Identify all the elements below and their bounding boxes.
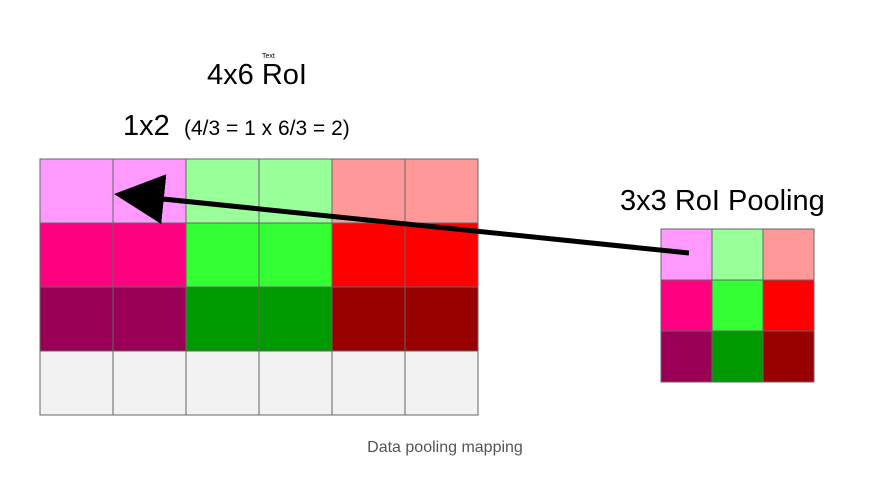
tiny-text-label: Text (262, 53, 275, 60)
mapping-arrow (114, 174, 690, 256)
roi-grid-cell (39, 222, 114, 288)
roi-grid-cell (331, 350, 406, 416)
pooling-title: 3x3 RoI Pooling (620, 185, 825, 217)
roi-grid-cell (39, 158, 114, 224)
roi-grid-cell (112, 158, 187, 224)
roi-grid-cell (331, 286, 406, 352)
roi-grid-cell (404, 286, 479, 352)
roi-grid-cell (112, 350, 187, 416)
pool-grid (660, 228, 815, 383)
diagram-caption: Data pooling mapping (367, 439, 523, 456)
roi-grid-cell (185, 222, 260, 288)
formula-main: 1x2 (123, 110, 170, 142)
pool-grid-cell (762, 279, 815, 332)
roi-title: 4x6 RoI (207, 59, 307, 91)
roi-grid-cell (39, 286, 114, 352)
formula-detail: (4/3 = 1 x 6/3 = 2) (184, 117, 350, 140)
roi-grid-cell (185, 158, 260, 224)
pool-grid-cell (660, 279, 713, 332)
pool-grid-cell (660, 330, 713, 383)
pool-grid-cell (711, 279, 764, 332)
roi-grid-cell (39, 350, 114, 416)
roi-grid-cell (404, 158, 479, 224)
roi-grid-cell (404, 222, 479, 288)
roi-grid-cell (185, 350, 260, 416)
pool-grid-cell (711, 228, 764, 281)
roi-grid-cell (258, 286, 333, 352)
roi-grid-cell (112, 222, 187, 288)
roi-grid-cell (185, 286, 260, 352)
roi-grid-cell (258, 350, 333, 416)
roi-grid-cell (331, 158, 406, 224)
roi-grid-cell (331, 222, 406, 288)
roi-grid (39, 158, 479, 416)
pool-grid-cell (762, 228, 815, 281)
roi-grid-cell (404, 350, 479, 416)
roi-grid-cell (258, 222, 333, 288)
roi-grid-cell (112, 286, 187, 352)
pool-grid-cell (711, 330, 764, 383)
pool-grid-cell (762, 330, 815, 383)
